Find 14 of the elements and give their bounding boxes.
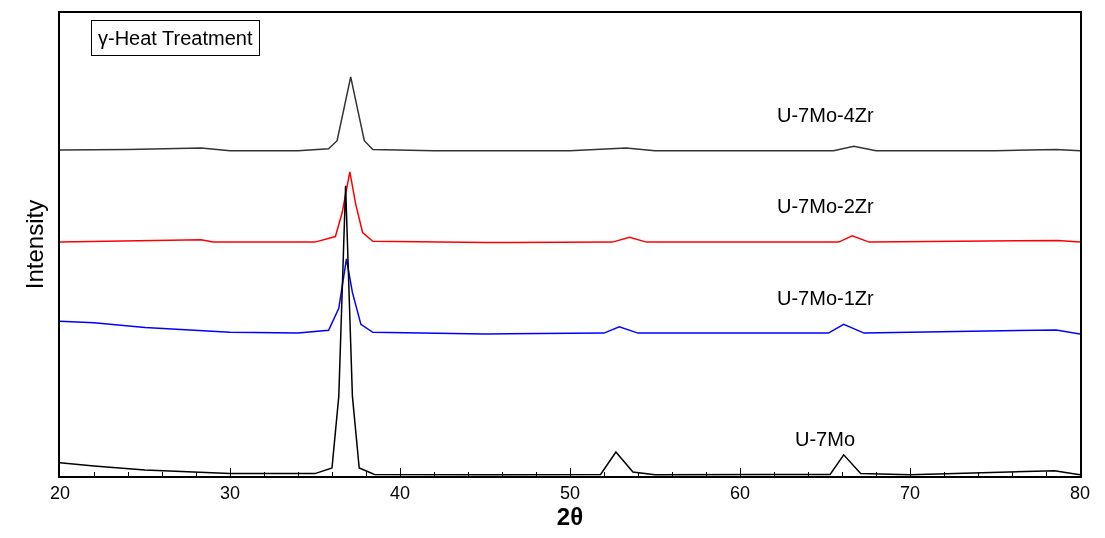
x-tick-label: 40 [389,483,411,504]
x-tick-label: 80 [1069,483,1091,504]
y-axis-title: Intensity [20,199,48,290]
x-tick-label: 50 [559,483,581,504]
x-tick-label: 70 [899,483,921,504]
series-label: U-7Mo-1Zr [777,287,875,309]
series-label: U-7Mo [795,428,856,450]
x-tick-label: 20 [49,483,71,504]
x-tick-label: 60 [729,483,751,504]
text: γ-Heat Treatment [98,27,253,49]
x-tick-label: 30 [219,483,241,504]
series-label: U-7Mo-2Zr [777,195,875,217]
series-label: U-7Mo-4Zr [777,104,875,126]
x-axis-title: 2θ [556,503,584,531]
